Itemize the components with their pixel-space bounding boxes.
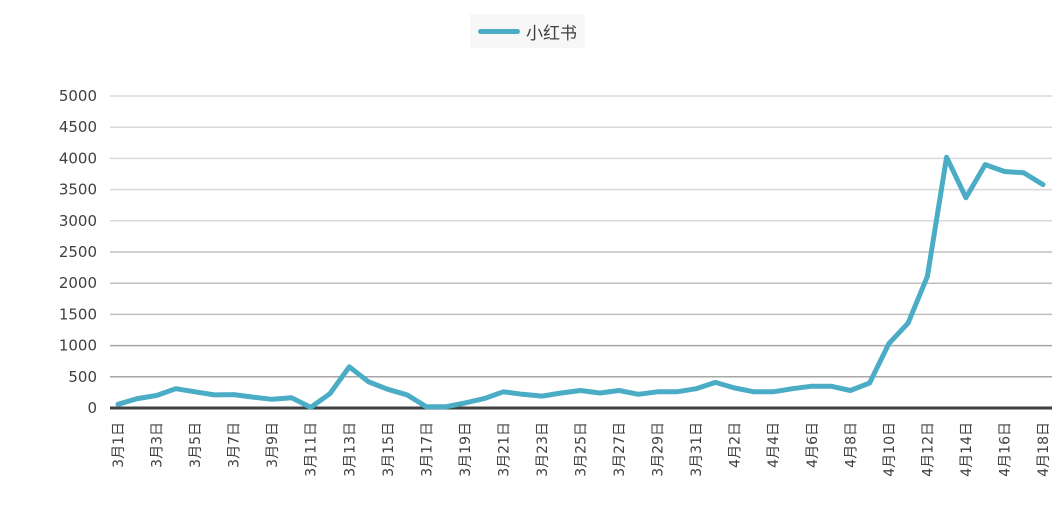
y-tick-label: 2000 <box>59 274 97 292</box>
y-tick-label: 4500 <box>59 118 97 136</box>
x-tick-label: 3月31日 <box>689 422 705 477</box>
x-tick-label: 3月23日 <box>535 422 551 477</box>
y-tick-label: 3000 <box>59 212 97 230</box>
series-line-xiaohongshu <box>115 154 1046 410</box>
y-tick-label: 0 <box>87 399 97 417</box>
x-tick-label: 3月13日 <box>342 422 358 477</box>
legend-label: 小红书 <box>526 23 577 44</box>
x-tick-label: 4月14日 <box>959 422 975 477</box>
y-tick-label: 5000 <box>59 87 97 105</box>
x-tick-label: 4月8日 <box>843 422 859 468</box>
x-tick-label: 3月19日 <box>458 422 474 477</box>
x-tick-label: 4月16日 <box>997 422 1013 477</box>
x-tick-label: 3月15日 <box>381 422 397 477</box>
x-tick-label: 3月17日 <box>419 422 435 477</box>
x-tick-label: 3月25日 <box>574 422 590 477</box>
x-tick-label: 4月6日 <box>805 422 821 468</box>
y-tick-label: 2500 <box>59 243 97 261</box>
x-axis-ticks: 3月1日 3月3日 3月5日 3月7日 3月9日 3月11日 3月13日 3月15日 3月17日… <box>111 422 1052 477</box>
x-tick-label: 3月5日 <box>188 422 204 468</box>
x-tick-label: 3月29日 <box>651 422 667 477</box>
legend-line-swatch <box>478 28 520 34</box>
x-tick-label: 4月4日 <box>766 422 782 468</box>
x-tick-label: 3月27日 <box>612 422 628 477</box>
x-tick-label: 3月7日 <box>227 422 243 468</box>
x-tick-label: 3月9日 <box>265 422 281 468</box>
x-tick-label: 4月2日 <box>728 422 744 468</box>
x-tick-label: 3月1日 <box>111 422 127 468</box>
gridlines <box>110 95 1052 378</box>
chart-legend: 小红书 <box>470 14 585 48</box>
x-tick-label: 3月3日 <box>150 422 166 468</box>
x-tick-label: 4月18日 <box>1036 422 1052 477</box>
y-axis-ticks: 0 500 1000 1500 2000 2500 3000 3500 4000 4500 5000 <box>59 87 97 417</box>
y-tick-label: 4000 <box>59 149 97 167</box>
x-tick-label: 3月11日 <box>304 422 320 477</box>
x-tick-label: 3月21日 <box>496 422 512 477</box>
y-tick-label: 1000 <box>59 337 97 355</box>
x-tick-label: 4月12日 <box>920 422 936 477</box>
x-tick-label: 4月10日 <box>882 422 898 477</box>
y-tick-label: 500 <box>68 368 97 386</box>
y-tick-label: 3500 <box>59 181 97 199</box>
y-tick-label: 1500 <box>59 305 97 323</box>
